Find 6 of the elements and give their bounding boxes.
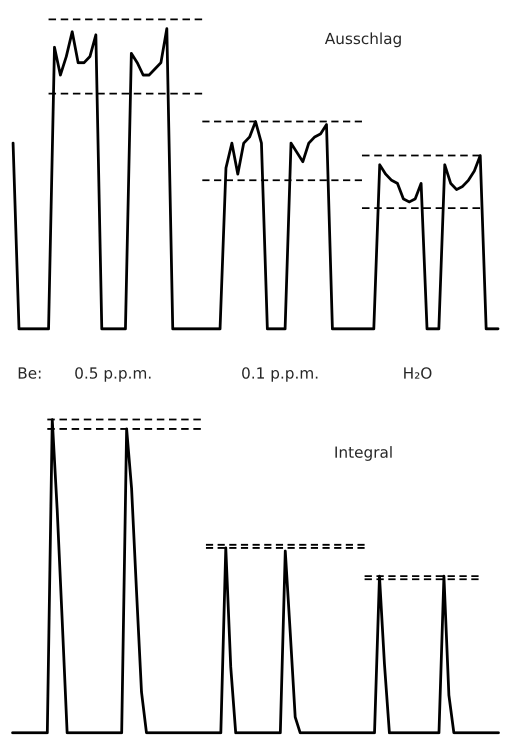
- text: Integral: [335, 446, 392, 461]
- text: H₂O: [404, 367, 432, 379]
- text: 0.5 p.p.m.: [75, 367, 151, 382]
- text: Ausschlag: [324, 32, 401, 48]
- text: Be:: [18, 367, 40, 379]
- text: 0.1 p.p.m.: [242, 367, 318, 382]
